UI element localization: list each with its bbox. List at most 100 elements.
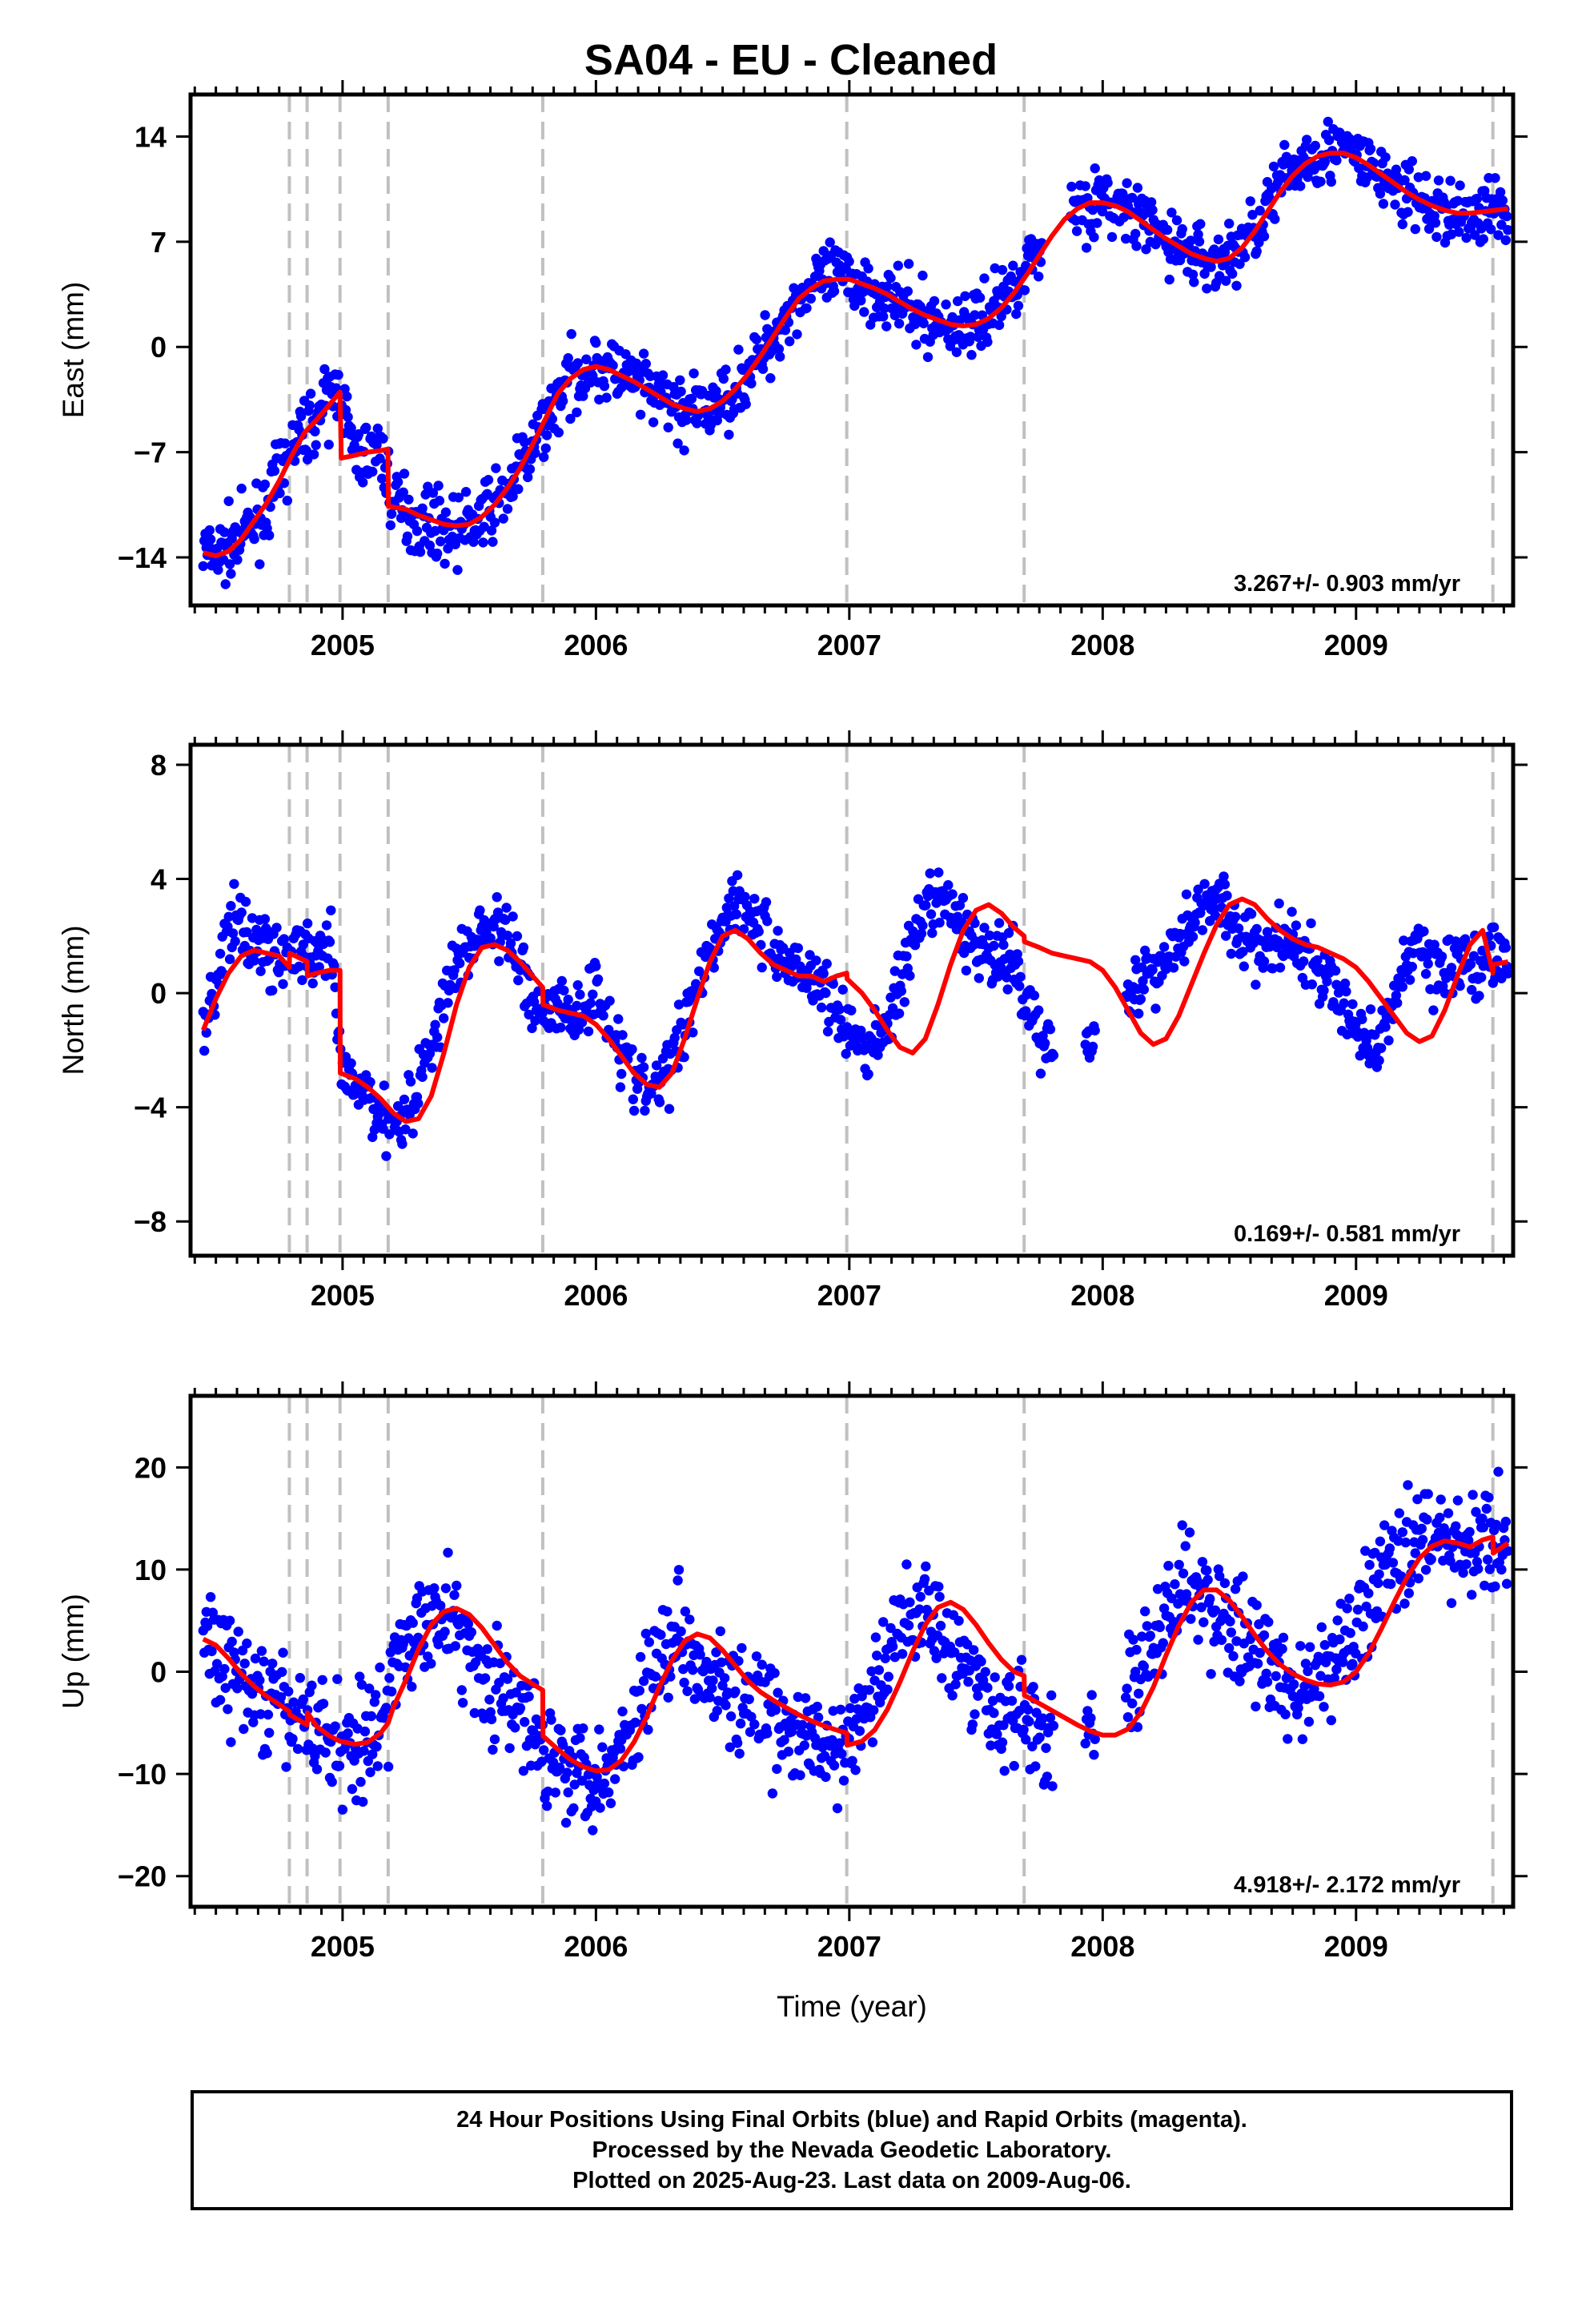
data-point [494,956,504,967]
data-point [1251,923,1262,935]
data-point [1162,224,1173,235]
data-point [305,388,316,399]
data-point [673,1565,685,1575]
data-point [999,1766,1010,1776]
y-tick-label: 10 [135,1554,167,1586]
data-point [1403,1480,1413,1490]
data-point [405,1076,416,1087]
data-point [644,1637,654,1647]
rate-label: 4.918+/- 2.172 mm/yr [1234,1872,1460,1898]
data-point [1413,172,1424,183]
data-point [539,1745,549,1755]
data-point [536,1756,547,1767]
data-point [1081,243,1092,253]
data-point [1331,1664,1342,1675]
data-point [378,433,388,444]
data-point [491,463,501,473]
data-point [867,1737,878,1747]
data-point [530,1015,540,1026]
data-point [1467,1590,1477,1600]
data-point [1374,1569,1384,1580]
data-point [905,971,915,981]
data-point [324,937,335,947]
data-point [719,1673,730,1683]
data-point [263,1709,274,1720]
data-point [371,1741,382,1752]
data-point [1263,1617,1274,1627]
data-point [223,911,234,923]
data-point [275,1692,287,1703]
data-point [376,473,387,484]
data-point [1279,139,1290,151]
data-point [292,1743,303,1755]
data-point [224,559,235,569]
data-point [960,291,970,301]
data-point [566,328,576,340]
data-point [679,445,689,456]
data-point [440,1626,450,1637]
data-point [463,1618,473,1630]
data-point [1210,911,1221,921]
data-point [1195,219,1206,229]
data-point [1245,196,1256,207]
data-point [1226,1627,1237,1638]
data-point [604,1787,614,1798]
data-point [469,1707,480,1719]
data-point [961,965,972,976]
data-point [1030,1761,1041,1771]
data-point [1455,180,1465,191]
data-point [1391,164,1402,175]
data-point [615,1743,626,1754]
model-line [201,896,1509,1124]
data-point [1478,1522,1489,1533]
data-point [903,259,914,269]
data-point [829,286,840,296]
data-point [1315,1671,1326,1681]
data-point [215,948,226,959]
data-point [821,959,832,969]
data-point [1146,197,1157,207]
data-point [1363,1588,1374,1598]
data-point [990,263,1000,274]
data-point [1140,1606,1150,1617]
data-point [982,336,993,348]
data-point [1428,1005,1439,1015]
data-point [404,494,414,505]
data-point [1491,1519,1502,1530]
data-point [1024,1716,1034,1727]
data-point [680,1606,691,1617]
data-point [1131,241,1142,251]
data-point [1186,1614,1196,1624]
data-point [1360,1546,1371,1556]
data-point [1455,980,1465,991]
data-point [1035,1068,1046,1079]
data-point [342,391,352,402]
data-point [795,1770,805,1780]
data-point [651,1060,662,1071]
data-point [1380,152,1391,163]
data-point [773,1687,783,1698]
data-point [311,440,321,450]
data-point [688,1665,698,1675]
data-point [715,1626,725,1637]
data-point [417,503,428,513]
data-point [717,1680,728,1691]
data-point [440,558,450,569]
chart-title: SA04 - EU - Cleaned [584,36,998,84]
data-point [1503,225,1513,235]
data-point [770,1705,781,1715]
data-point [753,927,764,937]
rate-label: 3.267+/- 0.903 mm/yr [1234,571,1460,597]
y-tick-label: −14 [118,541,167,574]
data-point [1323,116,1334,127]
data-point [1121,233,1131,244]
y-axis-title: North (mm) [57,925,90,1075]
data-point [951,347,962,357]
x-tick-label: 2008 [1070,629,1134,661]
x-tick-label: 2007 [817,1279,881,1312]
data-point [638,348,649,359]
data-point [452,565,463,575]
data-point [417,1072,428,1083]
data-point [1227,268,1238,279]
data-point [1379,1520,1390,1530]
